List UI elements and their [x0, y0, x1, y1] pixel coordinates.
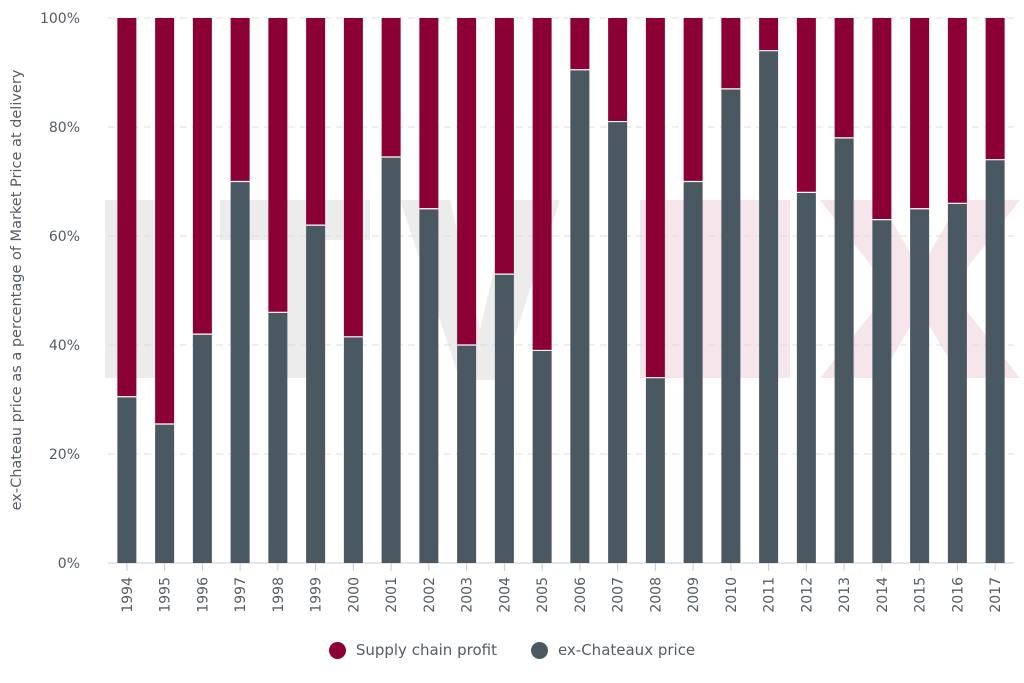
- gridlines: [108, 17, 1014, 564]
- bar-segment[interactable]: [645, 18, 665, 378]
- bar-segment[interactable]: [268, 312, 288, 563]
- bar-segment[interactable]: [457, 345, 477, 563]
- bar-segment[interactable]: [608, 121, 628, 564]
- bar-segment[interactable]: [872, 18, 892, 220]
- bar-segment[interactable]: [230, 181, 250, 564]
- bar-segment[interactable]: [910, 208, 930, 563]
- bar-segment[interactable]: [985, 18, 1005, 160]
- legend: Supply chain profit ex-Chateaux price: [0, 636, 1024, 664]
- bar-segment[interactable]: [947, 203, 967, 564]
- legend-swatch-ex-chateaux-price: [530, 641, 548, 659]
- bar-segment[interactable]: [419, 18, 439, 209]
- bar-segment[interactable]: [155, 424, 175, 563]
- x-tick-label: 2010: [724, 577, 740, 613]
- bar-segment[interactable]: [532, 350, 552, 563]
- x-tick-label: 2017: [988, 577, 1004, 613]
- x-tick-label: 2009: [686, 577, 702, 613]
- x-tick-label: 2002: [422, 577, 438, 613]
- bar-segment[interactable]: [721, 18, 741, 89]
- bar-segment[interactable]: [494, 18, 514, 275]
- x-tick-label: 2001: [384, 577, 400, 613]
- x-tick-label: 1999: [309, 577, 325, 613]
- bar-segment[interactable]: [759, 50, 779, 563]
- y-tick-label: 0%: [58, 556, 80, 572]
- bar-segment[interactable]: [570, 69, 590, 564]
- x-tick-label: 2004: [497, 577, 513, 613]
- bar-segment[interactable]: [117, 396, 137, 563]
- legend-label: ex-Chateaux price: [557, 641, 696, 659]
- bar-segment[interactable]: [532, 18, 552, 351]
- legend-swatch-supply-chain-profit: [328, 641, 346, 659]
- bar-segment[interactable]: [268, 18, 288, 313]
- x-tick-label: 2005: [535, 577, 551, 613]
- x-tick-label: 2008: [648, 577, 664, 613]
- bar-segment[interactable]: [192, 18, 212, 335]
- watermark-shape: [400, 200, 560, 380]
- bar-segment[interactable]: [306, 18, 326, 226]
- x-tick-label: 1995: [158, 577, 174, 613]
- y-axis-title: ex-Chateau price as a percentage of Mark…: [9, 69, 25, 510]
- x-tick-label: 1997: [233, 577, 249, 613]
- bar-segment[interactable]: [381, 18, 401, 157]
- bar-segment[interactable]: [457, 18, 477, 345]
- bar-segment[interactable]: [343, 18, 363, 337]
- bar-segment[interactable]: [608, 18, 628, 122]
- bar-segment[interactable]: [230, 18, 250, 182]
- x-tick-label: 2012: [799, 577, 815, 613]
- bar-segment[interactable]: [985, 159, 1005, 563]
- bar-segment[interactable]: [117, 18, 137, 397]
- x-tick-label: 2015: [913, 577, 929, 613]
- y-axis-ticks: 0% 20% 40% 60% 80% 100%: [40, 11, 80, 572]
- bar-segment[interactable]: [306, 225, 326, 563]
- legend-item-supply-chain-profit[interactable]: Supply chain profit: [328, 641, 497, 659]
- bar-segment[interactable]: [494, 274, 514, 563]
- bar-segment[interactable]: [155, 18, 175, 425]
- x-tick-label: 1994: [120, 577, 136, 613]
- x-tick-label: 2013: [837, 577, 853, 613]
- bar-segment[interactable]: [683, 181, 703, 564]
- x-tick-label: 2003: [460, 577, 476, 613]
- y-tick-label: 60%: [49, 229, 80, 245]
- y-tick-label: 80%: [49, 120, 80, 136]
- bar-segment[interactable]: [947, 18, 967, 204]
- bar-segment[interactable]: [419, 208, 439, 563]
- bar-segment[interactable]: [834, 18, 854, 138]
- bar-segment[interactable]: [343, 336, 363, 563]
- bar-segment[interactable]: [910, 18, 930, 209]
- bar-segment[interactable]: [834, 137, 854, 563]
- y-tick-label: 100%: [40, 11, 80, 27]
- bar-segment[interactable]: [796, 192, 816, 563]
- bar-segment[interactable]: [192, 334, 212, 563]
- x-tick-label: 1998: [271, 577, 287, 613]
- bar-segment[interactable]: [721, 88, 741, 563]
- x-tick-label: 2011: [762, 577, 778, 613]
- bar-segment[interactable]: [796, 18, 816, 193]
- x-axis-ticks: 1994 1995 1996 1997 1998 1999 2000 2001 2002 2003…: [120, 563, 1004, 613]
- x-tick-label: 2006: [573, 577, 589, 613]
- bar-segment[interactable]: [570, 18, 590, 70]
- bar-segment[interactable]: [872, 219, 892, 563]
- legend-label: Supply chain profit: [355, 641, 497, 659]
- y-tick-label: 40%: [49, 338, 80, 354]
- bar-segment[interactable]: [645, 377, 665, 563]
- bar-segment[interactable]: [381, 156, 401, 563]
- x-tick-label: 2000: [346, 577, 362, 613]
- x-tick-label: 1996: [195, 577, 211, 613]
- bar-segment[interactable]: [759, 18, 779, 51]
- y-tick-label: 20%: [49, 447, 80, 463]
- x-tick-label: 2016: [950, 577, 966, 613]
- bar-segment[interactable]: [683, 18, 703, 182]
- stacked-bar-chart: 0%20%40%60%80%100% 1994 1995 1996 1997 1998 1…: [9, 11, 1020, 613]
- x-tick-label: 2007: [611, 577, 627, 613]
- x-tick-label: 2014: [875, 577, 891, 613]
- legend-item-ex-chateaux-price[interactable]: ex-Chateaux price: [530, 641, 696, 659]
- bars: [117, 18, 1005, 564]
